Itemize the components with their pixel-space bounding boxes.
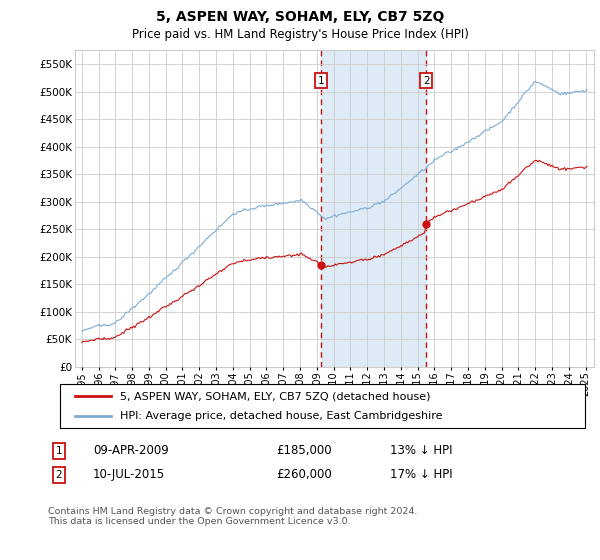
Text: 10-JUL-2015: 10-JUL-2015 bbox=[93, 468, 165, 482]
Text: 13% ↓ HPI: 13% ↓ HPI bbox=[390, 444, 452, 458]
Bar bbox=[321, 50, 427, 367]
Text: 1: 1 bbox=[55, 446, 62, 456]
Text: 5, ASPEN WAY, SOHAM, ELY, CB7 5ZQ: 5, ASPEN WAY, SOHAM, ELY, CB7 5ZQ bbox=[156, 10, 444, 24]
Text: £185,000: £185,000 bbox=[276, 444, 332, 458]
Text: 17% ↓ HPI: 17% ↓ HPI bbox=[390, 468, 452, 482]
Text: 2: 2 bbox=[55, 470, 62, 480]
Text: 2: 2 bbox=[423, 76, 430, 86]
Text: Price paid vs. HM Land Registry's House Price Index (HPI): Price paid vs. HM Land Registry's House … bbox=[131, 28, 469, 41]
Text: HPI: Average price, detached house, East Cambridgeshire: HPI: Average price, detached house, East… bbox=[120, 411, 443, 421]
Text: 5, ASPEN WAY, SOHAM, ELY, CB7 5ZQ (detached house): 5, ASPEN WAY, SOHAM, ELY, CB7 5ZQ (detac… bbox=[120, 391, 431, 401]
Text: £260,000: £260,000 bbox=[276, 468, 332, 482]
Text: 1: 1 bbox=[318, 76, 325, 86]
Text: Contains HM Land Registry data © Crown copyright and database right 2024.
This d: Contains HM Land Registry data © Crown c… bbox=[48, 507, 418, 526]
Text: 09-APR-2009: 09-APR-2009 bbox=[93, 444, 169, 458]
